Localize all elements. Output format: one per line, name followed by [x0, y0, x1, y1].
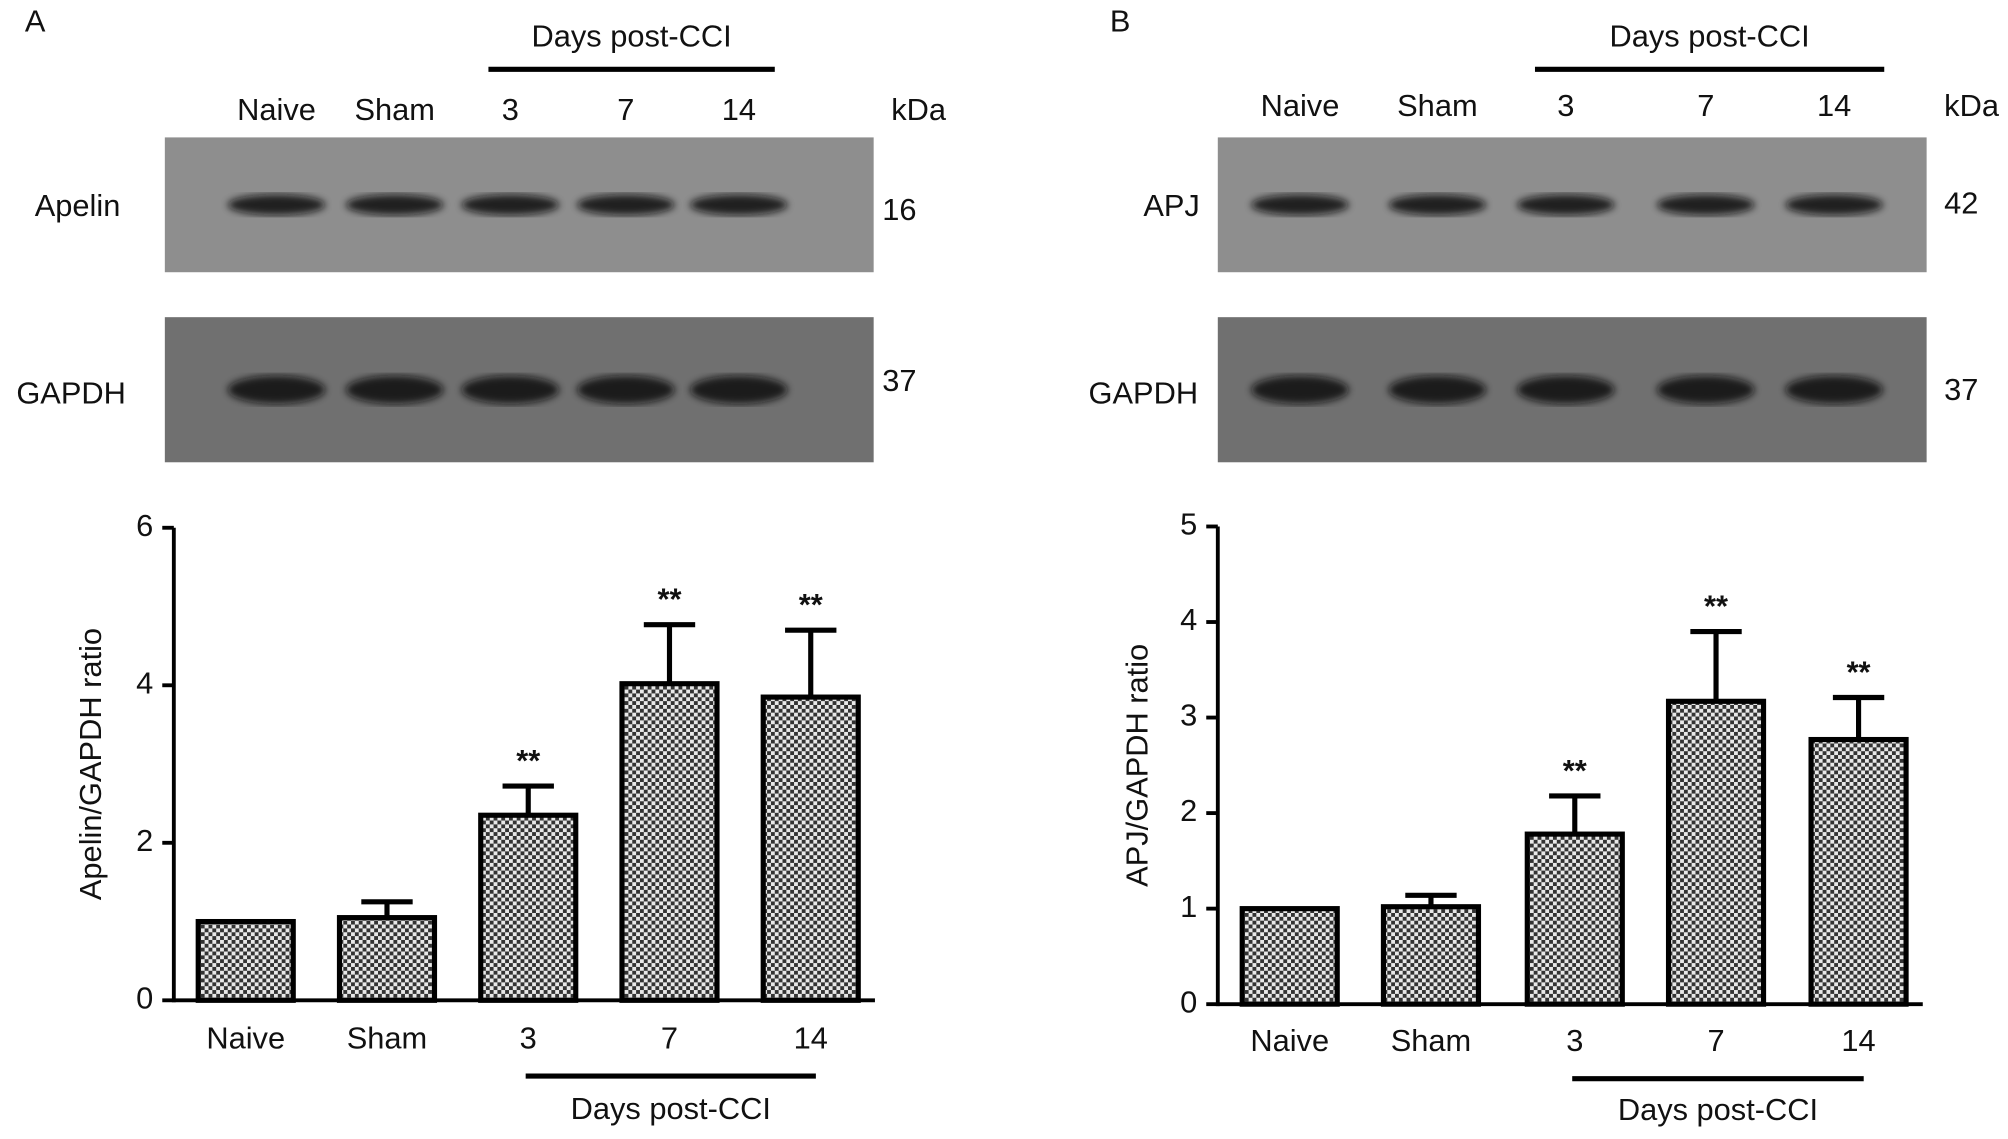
- bar: [619, 681, 720, 1003]
- row-label: Apelin: [35, 188, 121, 223]
- group-label: Days post-CCI: [1609, 19, 1809, 54]
- x-tick-label: Naive: [1250, 1023, 1329, 1058]
- y-axis-label: APJ/GAPDH ratio: [1120, 644, 1155, 887]
- y-tick-label: 0: [1180, 984, 1197, 1019]
- y-tick-label: 4: [1180, 602, 1197, 637]
- bar: [1380, 904, 1482, 1007]
- lane-label: 7: [617, 92, 634, 127]
- x-tick-label: 14: [1841, 1023, 1875, 1058]
- lane-label: 3: [502, 92, 519, 127]
- blot-band: [461, 375, 560, 404]
- row-label: GAPDH: [1089, 376, 1199, 411]
- blot-band: [1251, 194, 1349, 216]
- blot-band: [227, 375, 326, 404]
- x-tick-label: 3: [520, 1020, 537, 1055]
- group-label: Days post-CCI: [571, 1091, 771, 1126]
- unit-label: kDa: [891, 92, 947, 127]
- group-label: Days post-CCI: [1618, 1092, 1818, 1127]
- y-tick-label: 5: [1180, 507, 1197, 542]
- lane-label: 14: [722, 92, 756, 127]
- x-tick-label: 3: [1566, 1023, 1583, 1058]
- lane-label: Sham: [1397, 88, 1477, 123]
- blot-band: [690, 194, 788, 216]
- blot-band: [1656, 375, 1755, 404]
- significance: **: [1847, 655, 1871, 690]
- blot-band: [1785, 194, 1883, 216]
- blot-band: [345, 375, 444, 404]
- blot-band: [1516, 375, 1615, 404]
- y-tick-label: 4: [136, 665, 153, 700]
- blot-band: [461, 194, 560, 216]
- group-label: Days post-CCI: [531, 19, 731, 54]
- x-tick-label: Naive: [206, 1020, 285, 1055]
- kda-label: 37: [1944, 372, 1978, 407]
- blot-band: [1785, 375, 1883, 404]
- blot-band: [1516, 194, 1615, 216]
- unit-label: kDa: [1944, 88, 2000, 123]
- x-tick-label: 14: [794, 1020, 828, 1055]
- kda-label: 42: [1944, 186, 1978, 221]
- y-tick-label: 0: [136, 980, 153, 1015]
- bar: [195, 918, 296, 1003]
- bar: [336, 915, 438, 1003]
- x-tick-label: 7: [1707, 1023, 1724, 1058]
- significance: **: [1704, 589, 1728, 624]
- y-tick-label: 2: [136, 823, 153, 858]
- significance: **: [516, 743, 540, 778]
- x-tick-label: Sham: [347, 1020, 427, 1055]
- bar: [478, 812, 579, 1003]
- significance: **: [657, 582, 681, 617]
- y-tick-label: 6: [136, 508, 153, 543]
- blot-band: [1388, 194, 1487, 216]
- kda-label: 16: [882, 192, 916, 227]
- blot-band: [577, 194, 675, 216]
- x-tick-label: Sham: [1391, 1023, 1471, 1058]
- y-tick-label: 3: [1180, 698, 1197, 733]
- lane-label: Naive: [237, 92, 316, 127]
- significance: **: [1563, 753, 1587, 788]
- blot-band: [227, 194, 326, 216]
- y-tick-label: 2: [1180, 793, 1197, 828]
- bar: [1808, 736, 1909, 1007]
- blot-band: [1251, 375, 1349, 404]
- kda-label: 37: [882, 363, 916, 398]
- bar: [1665, 698, 1767, 1007]
- lane-label: 14: [1817, 88, 1851, 123]
- lane-label: 3: [1557, 88, 1574, 123]
- blot-band: [1388, 375, 1487, 404]
- y-axis-label: Apelin/GAPDH ratio: [73, 628, 108, 900]
- bar: [760, 694, 861, 1003]
- lane-label: 7: [1697, 88, 1714, 123]
- x-tick-label: 7: [661, 1020, 678, 1055]
- blot-band: [1656, 194, 1755, 216]
- blot-band: [345, 194, 444, 216]
- row-label: APJ: [1143, 188, 1199, 223]
- bar: [1524, 831, 1625, 1007]
- panel-label: A: [25, 3, 46, 38]
- panel-label: B: [1110, 3, 1131, 38]
- bar: [1239, 906, 1340, 1007]
- y-tick-label: 1: [1180, 889, 1197, 924]
- lane-label: Naive: [1261, 88, 1340, 123]
- row-label: GAPDH: [16, 376, 126, 411]
- blot-band: [690, 375, 788, 404]
- significance: **: [799, 587, 823, 622]
- lane-label: Sham: [354, 92, 434, 127]
- blot-band: [577, 375, 675, 404]
